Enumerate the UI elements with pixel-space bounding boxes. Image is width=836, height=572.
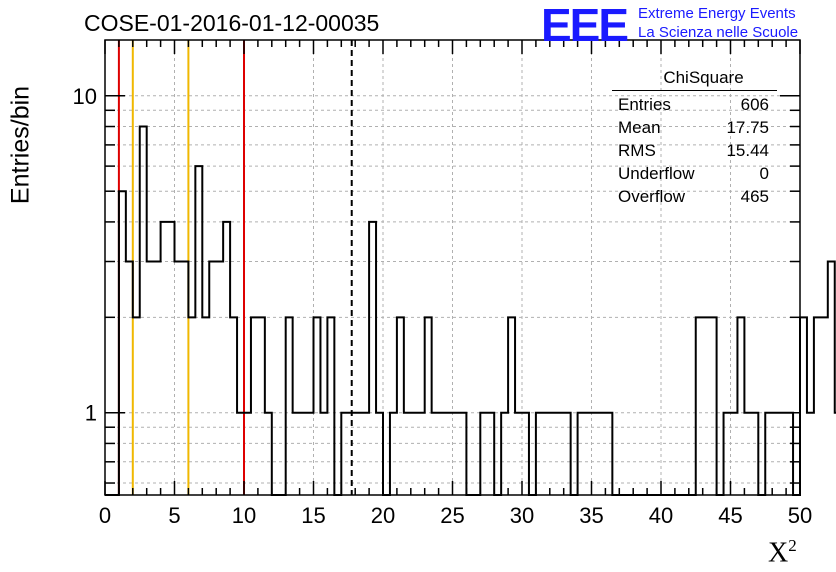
stats-row-mean: Mean 17.75	[612, 116, 777, 139]
stats-value: 17.75	[726, 118, 769, 137]
y-tick-label: 1	[85, 401, 97, 426]
stats-title: ChiSquare	[612, 66, 777, 91]
stats-value: 0	[759, 164, 769, 183]
stats-label: Underflow	[618, 164, 695, 183]
stats-label: Overflow	[618, 187, 686, 206]
eee-logo: EEE	[541, 0, 629, 51]
x-tick-label: 35	[579, 503, 603, 528]
x-axis-ticks: 0 5 10 15 20 25 30 35 40 45 50	[99, 40, 812, 528]
x-tick-label: 50	[788, 503, 812, 528]
y-axis-label: Entries/bin	[6, 86, 36, 204]
histogram-series	[105, 125, 836, 496]
y-axis-ticks: 1 10	[73, 84, 800, 484]
x-tick-label: 20	[371, 503, 395, 528]
y-axis-label-text: Entries/bin	[6, 85, 35, 205]
x-tick-label: 15	[301, 503, 325, 528]
stats-label: Entries	[618, 95, 671, 114]
x-axis-label-superscript: 2	[788, 536, 797, 555]
stats-row-overflow: Overflow 465	[612, 185, 777, 208]
logo-caption-line1: Extreme Energy Events	[638, 5, 796, 22]
stats-label: Mean	[618, 118, 661, 137]
y-tick-label: 10	[73, 84, 97, 109]
stats-row-underflow: Underflow 0	[612, 162, 777, 185]
x-tick-label: 40	[649, 503, 673, 528]
stats-value: 15.44	[726, 141, 769, 160]
chart-title: COSE-01-2016-01-12-00035	[84, 10, 380, 36]
logo-caption-line2: La Scienza nelle Scuole	[638, 24, 799, 41]
logo-caption: Extreme Energy Events La Scienza nelle S…	[638, 4, 798, 42]
stats-value: 465	[740, 187, 769, 206]
stats-row-entries: Entries 606	[612, 93, 777, 116]
x-tick-label: 30	[510, 503, 534, 528]
x-tick-label: 45	[718, 503, 742, 528]
x-tick-label: 5	[168, 503, 180, 528]
stats-box: ChiSquare Entries 606 Mean 17.75 RMS 15.44 …	[612, 66, 777, 208]
x-axis-label: X2	[768, 536, 797, 569]
x-axis-label-base: X	[768, 537, 789, 569]
stats-value: 606	[740, 95, 769, 114]
stats-label: RMS	[618, 141, 656, 160]
x-tick-label: 0	[99, 503, 111, 528]
x-tick-label: 25	[440, 503, 464, 528]
stats-row-rms: RMS 15.44	[612, 139, 777, 162]
x-tick-label: 10	[232, 503, 256, 528]
